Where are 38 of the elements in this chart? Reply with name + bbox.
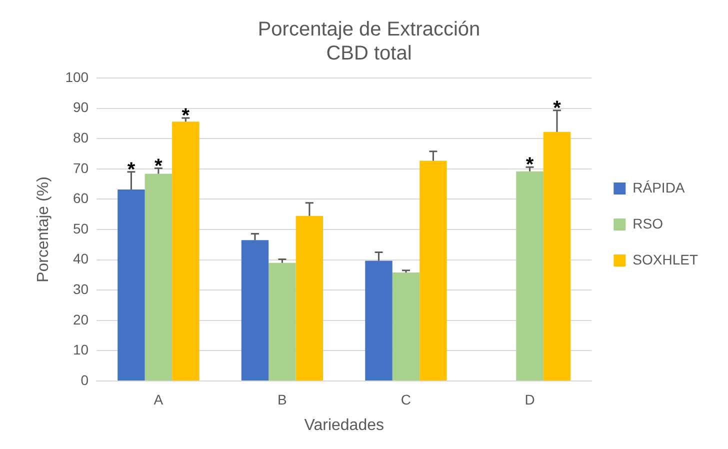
x-tick-label: C — [400, 391, 412, 408]
y-tick-label: 50 — [72, 220, 89, 236]
bar — [268, 262, 296, 380]
y-tick-label: 100 — [65, 68, 89, 85]
y-tick-label: 80 — [72, 129, 89, 146]
bar — [172, 122, 200, 380]
bar — [144, 174, 172, 380]
data-label: * — [553, 97, 562, 120]
bar — [420, 160, 447, 380]
x-tick-label: A — [154, 391, 164, 408]
y-tick-label: 10 — [72, 342, 89, 358]
bar — [392, 272, 420, 380]
legend-label: SOXHLET — [632, 251, 698, 268]
data-label: * — [526, 154, 534, 176]
legend-label: RÁPIDA — [632, 179, 686, 196]
data-label: * — [182, 104, 190, 127]
bar — [516, 171, 544, 380]
y-tick-label: 30 — [72, 280, 89, 297]
y-tick-label: 90 — [72, 99, 89, 116]
bar — [296, 216, 324, 380]
y-tick-label: 40 — [72, 250, 89, 267]
bar — [365, 260, 392, 380]
legend-label: RSO — [632, 215, 664, 232]
y-tick-label: 0 — [80, 372, 89, 388]
x-tick-label: B — [278, 391, 287, 408]
y-tick-label: 60 — [72, 190, 89, 206]
y-tick-label: 20 — [72, 311, 89, 328]
bar — [543, 132, 571, 380]
y-tick-label: 70 — [72, 160, 89, 176]
data-label: * — [127, 158, 136, 181]
chart-subtitle: CBD total — [326, 42, 412, 65]
y-axis-title: Porcentaje (%) — [35, 176, 52, 282]
bar — [241, 240, 269, 380]
x-tick-label: D — [524, 391, 535, 408]
x-axis-title: Variedades — [304, 416, 384, 434]
data-label: * — [154, 155, 163, 178]
chart-title: Porcentaje de Extracción — [258, 18, 480, 41]
bar — [118, 190, 145, 380]
